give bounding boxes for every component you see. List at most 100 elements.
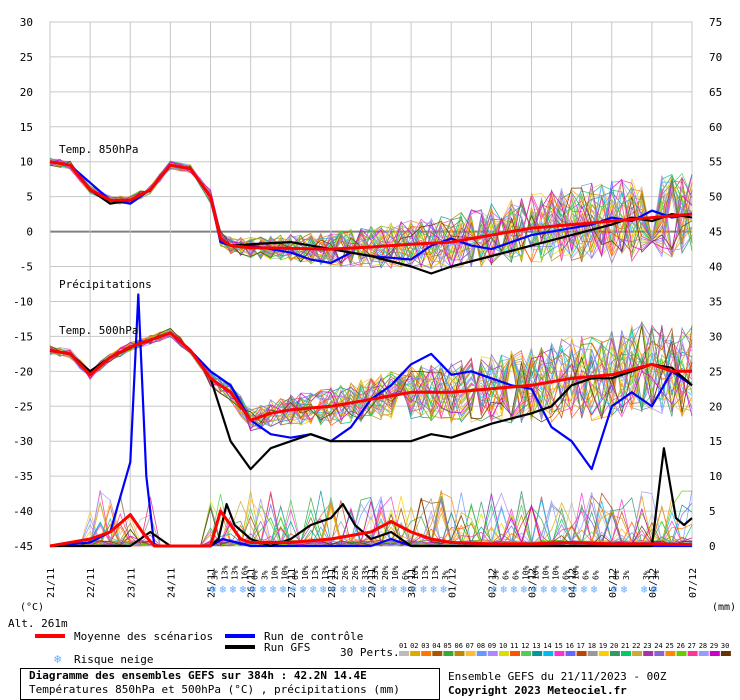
perturbation-swatch (476, 651, 487, 656)
x-tick-label: 03/12 (528, 568, 539, 598)
legend-label-control: Run de contrôle (264, 630, 363, 643)
perturbation-swatch (643, 651, 654, 656)
perturbation-swatch (720, 651, 731, 656)
snowflake-icon: ❄ (571, 583, 578, 596)
perturbation-number: 03 (421, 642, 429, 650)
snowflake-icon: ❄ (500, 583, 507, 596)
snowflake-icon: ❄ (220, 583, 227, 596)
snow-risk-percent: 10% (271, 565, 280, 580)
snow-risk-percent: 13% (321, 565, 330, 580)
perturbation-swatch (598, 651, 609, 656)
perturbation-number: 16 (566, 642, 574, 650)
x-tick-label: 24/11 (166, 568, 177, 598)
snow-risk-percent: 10% (281, 565, 290, 580)
perturbation-swatch (532, 651, 543, 656)
snow-risk-percent: 13% (421, 565, 430, 580)
right-tick-label: 40 (709, 261, 722, 274)
x-tick-label: 22/11 (86, 568, 97, 598)
snow-risk-percent: 6% (612, 570, 621, 580)
perturbation-swatch (609, 651, 620, 656)
snowflake-icon: ❄ (300, 583, 307, 596)
snowflake-icon: ❄ (420, 583, 427, 596)
label-precip: Précipitations (59, 278, 152, 291)
perturbation-swatch (421, 651, 432, 656)
snowflake-icon: ❄ (290, 583, 297, 596)
left-tick-label: -30 (13, 435, 33, 448)
right-tick-label: 10 (709, 470, 722, 483)
snowflake-icon: ❄ (490, 583, 497, 596)
series-precip-line (50, 447, 693, 548)
perturbation-swatch (498, 651, 509, 656)
left-tick-label: 0 (26, 226, 33, 239)
right-tick-label: 0 (709, 540, 716, 553)
x-tick-label: 26/11 (247, 568, 258, 598)
perturbation-number: 02 (410, 642, 418, 650)
perturbation-number: 01 (399, 642, 407, 650)
perturbation-swatch (565, 651, 576, 656)
snowflake-icon: ❄ (54, 652, 61, 666)
perturbation-number: 08 (477, 642, 485, 650)
perturbation-number: 05 (443, 642, 451, 650)
perturbation-swatch (510, 651, 520, 656)
snowflake-icon: ❄ (270, 583, 277, 596)
perturbation-swatch (687, 651, 698, 656)
snowflake-icon: ❄ (230, 583, 237, 596)
x-tick-label: 28/11 (327, 568, 338, 598)
legend-label-snow: Risque neige (74, 653, 153, 666)
perturbation-t500-line (49, 323, 693, 426)
snow-risk-percent: 13% (231, 565, 240, 580)
snowflake-icon: ❄ (641, 583, 648, 596)
x-tick-label: 30/11 (407, 568, 418, 598)
right-tick-label: 70 (709, 51, 722, 64)
perturbation-number: 10 (499, 642, 507, 650)
right-tick-label: 45 (709, 226, 722, 239)
perturbation-number: 27 (688, 642, 696, 650)
snow-risk-percent: 3% (261, 570, 270, 580)
x-tick-label: 06/12 (648, 568, 659, 598)
perturbation-legend: 01 02 03 04 05 06 07 08 09 10 11 12 13 14 15 16 17 18 19 20… (399, 642, 731, 656)
footer-run: Ensemble GEFS du 21/11/2023 - 00Z (448, 670, 667, 683)
snow-risk-percent: 3% (642, 570, 651, 580)
snowflake-icon: ❄ (551, 583, 558, 596)
perturbation-swatch (410, 651, 421, 656)
perturbation-number: 30 (721, 642, 729, 650)
perturbation-number: 09 (488, 642, 496, 650)
left-tick-label: 10 (20, 156, 33, 169)
snowflake-icon: ❄ (410, 583, 417, 596)
snowflake-icon: ❄ (581, 583, 588, 596)
perturbation-swatch (621, 651, 631, 656)
chart-grid (49, 21, 693, 547)
perturbation-number: 25 (665, 642, 673, 650)
altitude-label: Alt. 261m (8, 617, 68, 630)
footer-subtitle: Températures 850hPa et 500hPa (°C) , pré… (29, 683, 400, 696)
perturbation-swatch (399, 651, 409, 656)
series-t500-line (49, 331, 692, 422)
snowflake-icon: ❄ (541, 583, 548, 596)
snowflake-icon: ❄ (520, 583, 527, 596)
perturbation-t500-line (49, 324, 693, 424)
legend-perts-label: 30 Perts. (340, 646, 400, 659)
right-tick-label: 65 (709, 86, 722, 99)
perturbation-number: 13 (532, 642, 540, 650)
left-axis-ticks: 30 25 20 15 10 5 0 -5 -10 -15 -20 -25 -30 -35 -40 -45 (13, 16, 33, 553)
snow-risk-percent: 10% (542, 565, 551, 580)
left-tick-label: -25 (13, 400, 33, 413)
left-tick-label: -45 (13, 540, 33, 553)
perturbation-number: 11 (510, 642, 518, 650)
main-series (49, 160, 693, 548)
snowflake-icon: ❄ (320, 583, 327, 596)
snow-risk-percent: 26% (341, 565, 350, 580)
perturbation-number: 04 (432, 642, 440, 650)
right-tick-label: 35 (709, 295, 722, 308)
snow-risk-percent: 3% (652, 570, 661, 580)
snow-risk-percent: 10% (301, 565, 310, 580)
left-tick-label: 5 (26, 191, 33, 204)
snowflake-icon: ❄ (250, 583, 257, 596)
perturbation-swatch (521, 651, 532, 656)
snow-risk-percent: 10% (532, 565, 541, 580)
right-tick-label: 15 (709, 435, 722, 448)
left-tick-label: -5 (20, 261, 33, 274)
snowflake-icon: ❄ (380, 583, 387, 596)
perturbation-number: 23 (643, 642, 651, 650)
